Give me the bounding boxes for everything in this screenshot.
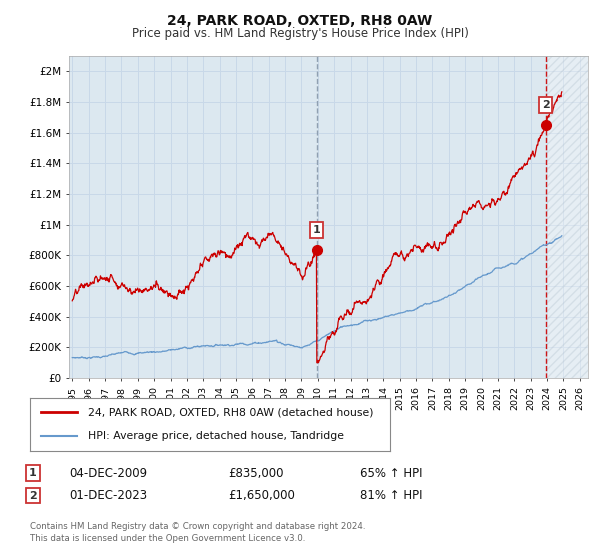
Text: 04-DEC-2009: 04-DEC-2009: [69, 466, 147, 480]
Text: 24, PARK ROAD, OXTED, RH8 0AW: 24, PARK ROAD, OXTED, RH8 0AW: [167, 14, 433, 28]
Text: 2: 2: [29, 491, 37, 501]
Text: 65% ↑ HPI: 65% ↑ HPI: [360, 466, 422, 480]
Text: 81% ↑ HPI: 81% ↑ HPI: [360, 489, 422, 502]
Text: 01-DEC-2023: 01-DEC-2023: [69, 489, 147, 502]
Text: 2: 2: [542, 100, 550, 110]
Text: HPI: Average price, detached house, Tandridge: HPI: Average price, detached house, Tand…: [88, 431, 344, 441]
Polygon shape: [546, 56, 588, 378]
Text: £835,000: £835,000: [228, 466, 284, 480]
Text: £1,650,000: £1,650,000: [228, 489, 295, 502]
Text: Contains HM Land Registry data © Crown copyright and database right 2024.
This d: Contains HM Land Registry data © Crown c…: [30, 522, 365, 543]
Text: Price paid vs. HM Land Registry's House Price Index (HPI): Price paid vs. HM Land Registry's House …: [131, 27, 469, 40]
Text: 24, PARK ROAD, OXTED, RH8 0AW (detached house): 24, PARK ROAD, OXTED, RH8 0AW (detached …: [88, 408, 373, 418]
Text: 1: 1: [313, 225, 320, 235]
Text: 1: 1: [29, 468, 37, 478]
